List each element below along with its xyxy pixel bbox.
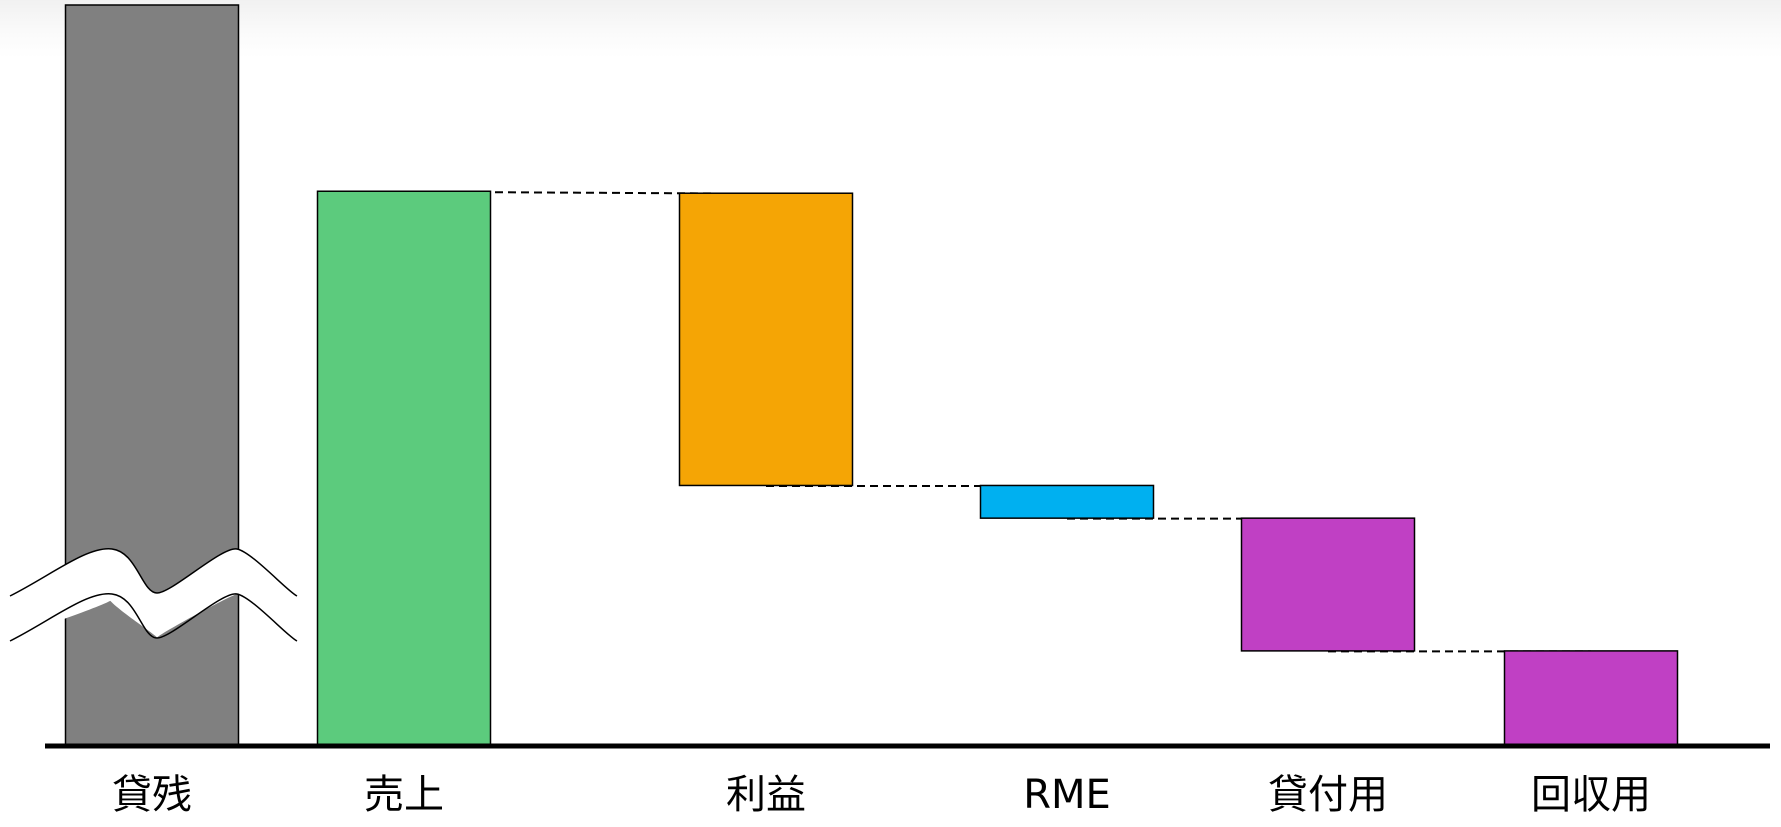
tick-label-kashitsuke: 貸付用 [1268, 772, 1388, 818]
tick-labels: 貸残 売上 利益 RME 貸付用 回収用 [112, 772, 1651, 818]
bar-uriage [316, 190, 492, 747]
bar-rme [979, 484, 1155, 519]
tick-label-kashizan: 貸残 [112, 772, 192, 818]
tick-label-uriage: 売上 [364, 772, 444, 818]
bar-rieki [678, 192, 854, 487]
axis-break-mark [9, 548, 298, 642]
bars [64, 4, 1679, 747]
tick-label-rieki: 利益 [726, 772, 806, 818]
bar-kashitsuke [1240, 517, 1416, 652]
tick-label-rme: RME [1023, 772, 1111, 818]
axis-break-gap [10, 548, 297, 641]
bar-kashizan [64, 4, 240, 747]
axis-break-wave-lower [9, 593, 298, 642]
axis-break-wave-upper [9, 548, 298, 597]
tick-label-kaishu: 回収用 [1531, 772, 1651, 818]
bar-kaishu [1503, 650, 1679, 747]
